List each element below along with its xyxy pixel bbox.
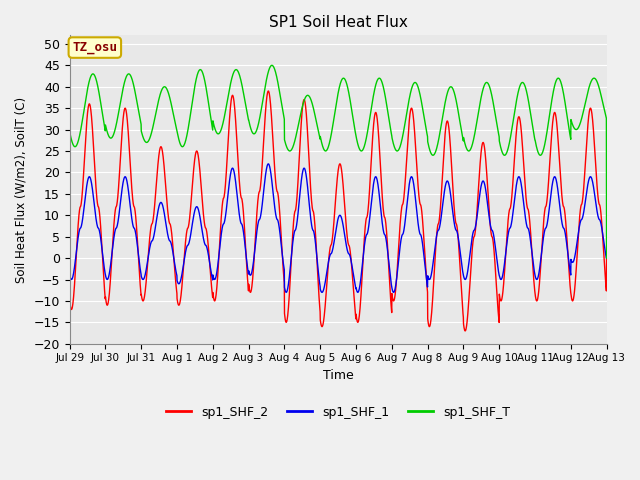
Line: sp1_SHF_2: sp1_SHF_2	[70, 91, 607, 331]
Legend: sp1_SHF_2, sp1_SHF_1, sp1_SHF_T: sp1_SHF_2, sp1_SHF_1, sp1_SHF_T	[161, 401, 515, 424]
sp1_SHF_2	[603, 255, 611, 261]
sp1_SHF_2	[461, 328, 469, 334]
sp1_SHF_T	[272, 70, 280, 76]
sp1_SHF_1	[318, 289, 326, 295]
sp1_SHF_2	[127, 172, 135, 178]
sp1_SHF_2	[534, 290, 542, 296]
sp1_SHF_2	[159, 151, 166, 156]
sp1_SHF_T	[295, 119, 303, 125]
sp1_SHF_1	[295, 201, 303, 206]
sp1_SHF_2	[295, 160, 303, 166]
sp1_SHF_2	[66, 298, 74, 303]
X-axis label: Time: Time	[323, 369, 353, 382]
sp1_SHF_2	[264, 88, 272, 94]
sp1_SHF_T	[268, 62, 276, 68]
sp1_SHF_T	[603, 255, 611, 261]
sp1_SHF_T	[534, 150, 542, 156]
Text: TZ_osu: TZ_osu	[72, 41, 117, 54]
sp1_SHF_1	[159, 203, 166, 209]
sp1_SHF_T	[66, 129, 74, 134]
Line: sp1_SHF_1: sp1_SHF_1	[70, 164, 607, 292]
sp1_SHF_1	[264, 161, 272, 167]
Y-axis label: Soil Heat Flux (W/m2), SoilT (C): Soil Heat Flux (W/m2), SoilT (C)	[15, 96, 28, 283]
sp1_SHF_T	[127, 73, 135, 79]
sp1_SHF_2	[272, 180, 280, 185]
sp1_SHF_1	[593, 204, 600, 210]
sp1_SHF_1	[127, 209, 135, 215]
sp1_SHF_1	[603, 255, 611, 261]
Line: sp1_SHF_T: sp1_SHF_T	[70, 65, 607, 258]
sp1_SHF_T	[159, 85, 166, 91]
sp1_SHF_2	[593, 173, 600, 179]
Title: SP1 Soil Heat Flux: SP1 Soil Heat Flux	[269, 15, 408, 30]
sp1_SHF_1	[66, 272, 74, 278]
sp1_SHF_T	[593, 77, 600, 83]
sp1_SHF_1	[534, 272, 542, 278]
sp1_SHF_1	[272, 212, 280, 217]
